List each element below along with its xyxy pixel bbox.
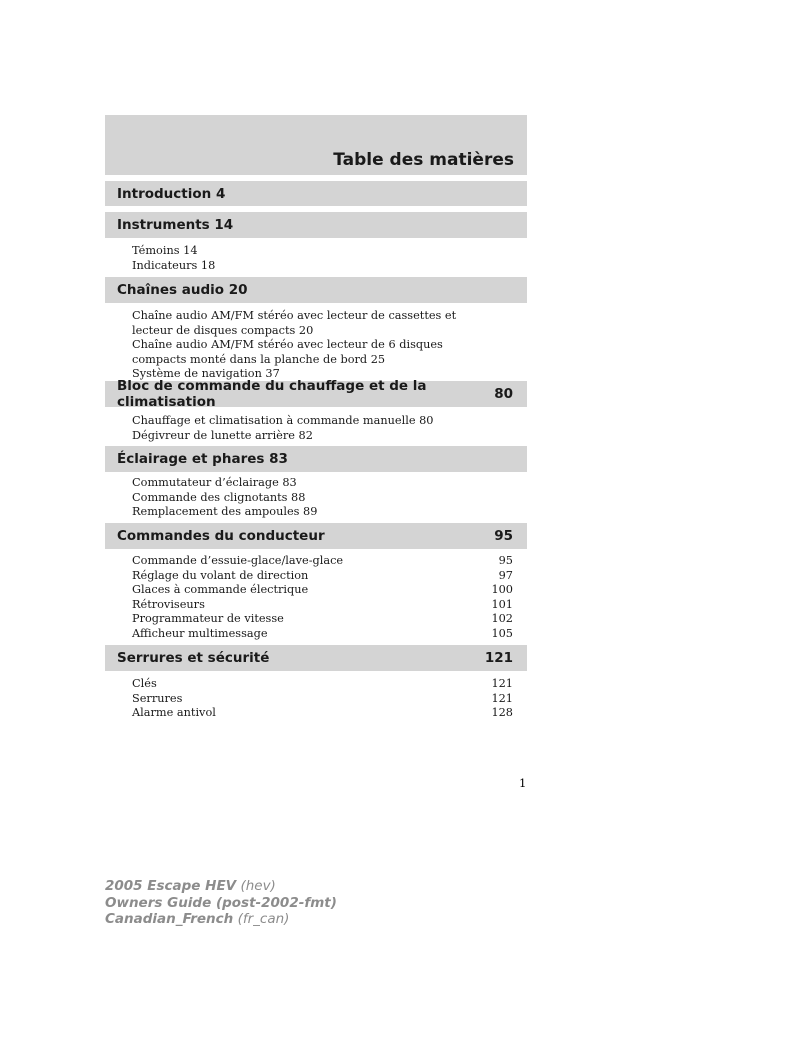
entry-page: 128 [491,706,513,719]
section-heading[interactable]: Introduction 4 [105,181,527,206]
section-page: 95 [494,528,513,544]
section-title: Éclairage et phares 83 [117,451,288,467]
section-heading[interactable]: Bloc de commande du chauffage et de la c… [105,378,527,410]
entry-title: Réglage du volant de direction [132,568,309,582]
entry-title: Système de navigation 37 [132,367,280,380]
toc-entry[interactable]: Commande des clignotants 88 [132,491,513,506]
entry-title: Alarme antivol [132,706,216,719]
section-items: Commutateur d’éclairage 83 Commande des c… [132,476,513,520]
toc-entry[interactable]: Commutateur d’éclairage 83 [132,476,513,491]
section-items: Chauffage et climatisation à commande ma… [132,414,513,443]
entry-title: compacts monté dans la planche de bord 2… [132,352,386,366]
toc-entry[interactable]: Chaîne audio AM/FM stéréo avec lecteur d… [132,338,513,353]
entry-title: Chaîne audio AM/FM stéréo avec lecteur d… [132,338,443,351]
entry-title: Programmateur de vitesse [132,612,284,625]
entry-title: Chaîne audio AM/FM stéréo avec lecteur d… [132,309,457,322]
entry-title: Commande des clignotants 88 [132,490,306,504]
section-heading[interactable]: Commandes du conducteur 95 [105,523,527,549]
toc-entry[interactable]: compacts monté dans la planche de bord 2… [132,353,513,368]
section-title: Introduction 4 [117,185,226,202]
entry-title: Remplacement des ampoules 89 [132,505,318,518]
entry-title: Glaces à commande électrique [132,583,309,596]
section-items: Témoins 14 Indicateurs 18 [132,244,513,273]
entry-page: 105 [491,626,513,640]
footer: 2005 Escape HEV (hev) Owners Guide (post… [105,878,337,928]
section-heading[interactable]: Chaînes audio 20 [105,277,527,303]
section-heading[interactable]: Instruments 14 [105,212,527,238]
section-title: Commandes du conducteur [117,528,325,544]
toc-entry[interactable]: Programmateur de vitesse 102 [132,612,513,627]
entry-title: Rétroviseurs [132,597,205,611]
toc-entry[interactable]: Système de navigation 37 [132,367,513,382]
entry-title: Commande d’essuie-glace/lave-glace [132,554,344,567]
entry-title: Témoins 14 [132,244,198,257]
entry-title: Clés [132,677,157,690]
section-heading[interactable]: Éclairage et phares 83 [105,446,527,472]
toc-entry[interactable]: Chauffage et climatisation à commande ma… [132,414,513,429]
toc-entry[interactable]: Commande d’essuie-glace/lave-glace 95 [132,554,513,569]
page-number: 1 [519,776,527,790]
page-title: Table des matières [333,150,514,170]
toc-entry[interactable]: Indicateurs 18 [132,259,513,274]
footer-model-code: (hev) [240,878,276,894]
entry-page: 102 [491,612,513,625]
toc-entry[interactable]: Dégivreur de lunette arrière 82 [132,429,513,444]
entry-page: 100 [491,583,513,596]
title-banner: Table des matières [105,115,527,175]
section-items: Clés 121 Serrures 121 Alarme antivol 128 [132,677,513,721]
section-heading[interactable]: Serrures et sécurité 121 [105,645,527,671]
section-page: 80 [494,386,513,402]
toc-entry[interactable]: Glaces à commande électrique 100 [132,583,513,598]
toc-entry[interactable]: Témoins 14 [132,244,513,259]
section-title: Chaînes audio 20 [117,282,248,298]
toc-entry[interactable]: Clés 121 [132,677,513,692]
section-items: Chaîne audio AM/FM stéréo avec lecteur d… [132,309,513,382]
entry-title: lecteur de disques compacts 20 [132,323,314,337]
toc-entry[interactable]: Chaîne audio AM/FM stéréo avec lecteur d… [132,309,513,324]
section-title: Instruments 14 [117,217,234,233]
footer-guide: Owners Guide (post-2002-fmt) [105,894,337,911]
entry-title: Dégivreur de lunette arrière 82 [132,428,313,442]
footer-language-code: (fr_can) [237,911,290,927]
entry-page: 101 [491,597,513,611]
section-title: Bloc de commande du chauffage et de la c… [117,378,427,410]
section-page: 121 [484,650,513,666]
toc-entry[interactable]: Réglage du volant de direction 97 [132,569,513,584]
entry-title: Serrures [132,691,183,705]
entry-title: Indicateurs 18 [132,258,216,272]
footer-model: 2005 Escape HEV [105,878,237,894]
toc-entry[interactable]: Serrures 121 [132,692,513,707]
toc-entry[interactable]: Alarme antivol 128 [132,706,513,721]
entry-page: 121 [491,691,513,705]
entry-page: 97 [498,568,513,582]
section-items: Commande d’essuie-glace/lave-glace 95 Régl… [132,554,513,641]
section-title: Serrures et sécurité [117,650,270,666]
toc-entry[interactable]: Rétroviseurs 101 [132,598,513,613]
toc-entry[interactable]: Remplacement des ampoules 89 [132,505,513,520]
entry-title: Commutateur d’éclairage 83 [132,476,297,489]
toc-entry[interactable]: Afficheur multimessage 105 [132,627,513,642]
footer-language: Canadian_French [105,911,234,927]
entry-page: 95 [498,554,513,567]
entry-title: Chauffage et climatisation à commande ma… [132,414,434,427]
toc-entry[interactable]: lecteur de disques compacts 20 [132,324,513,339]
entry-page: 121 [491,677,513,690]
entry-title: Afficheur multimessage [132,626,268,640]
